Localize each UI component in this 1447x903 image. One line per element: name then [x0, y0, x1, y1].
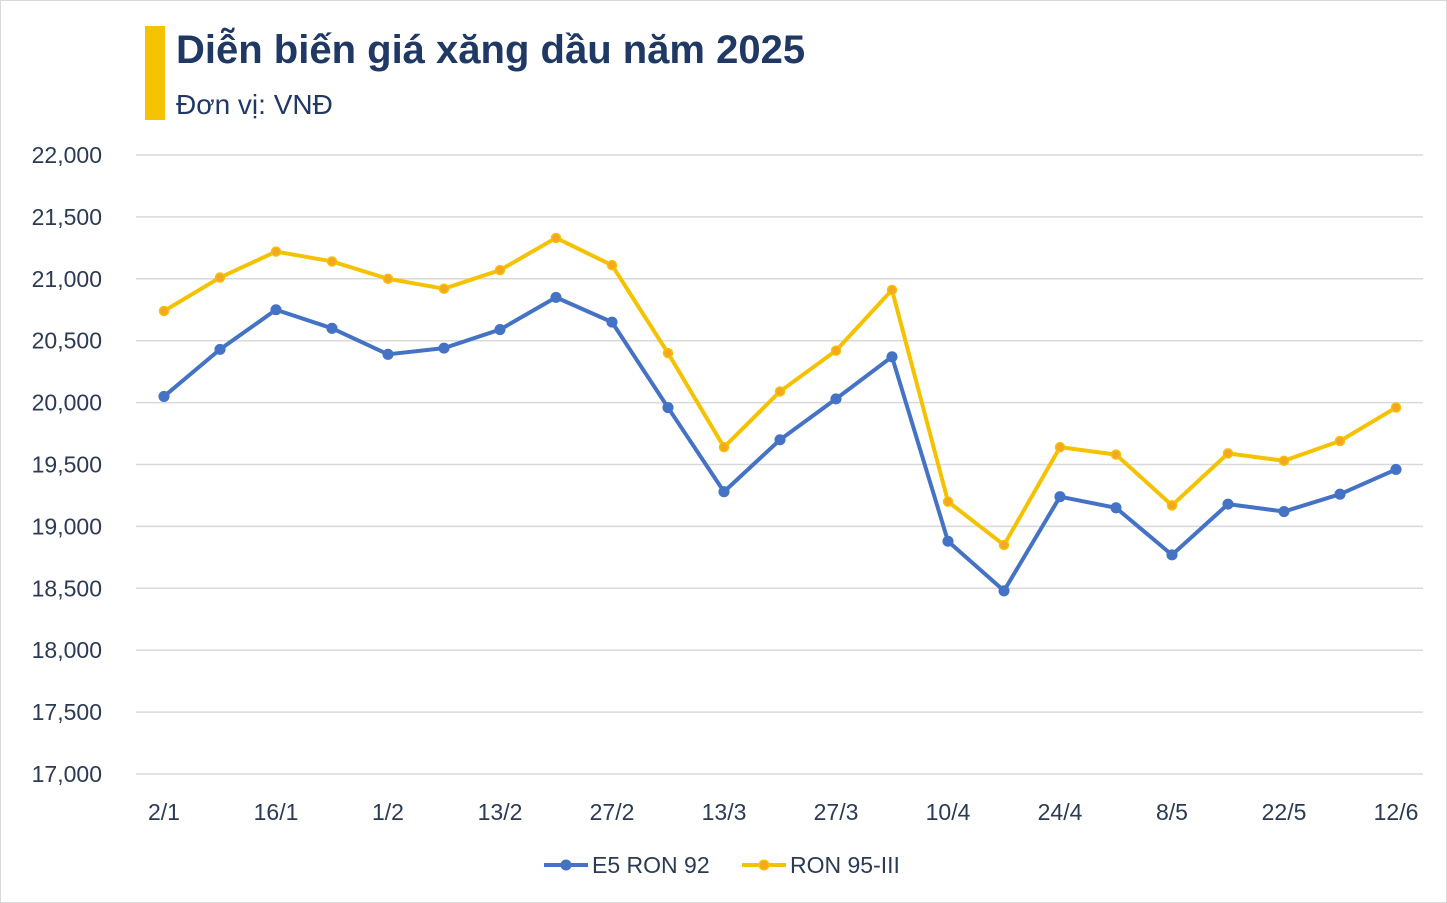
- legend-item: RON 95-III: [742, 852, 900, 878]
- data-point: [1110, 502, 1122, 514]
- data-point: [1110, 449, 1122, 460]
- gridlines: [136, 154, 1423, 775]
- x-tick-label: 12/6: [1374, 799, 1419, 825]
- data-point: [158, 390, 170, 402]
- y-tick-label: 21,000: [32, 266, 102, 292]
- data-point: [494, 324, 506, 336]
- data-point: [774, 386, 786, 397]
- data-point: [942, 496, 954, 507]
- data-point: [774, 434, 786, 446]
- data-point: [1166, 500, 1178, 511]
- data-point: [1390, 463, 1402, 476]
- data-point: [494, 264, 506, 276]
- data-point: [270, 304, 282, 316]
- data-point: [1166, 549, 1178, 561]
- data-point: [830, 345, 842, 356]
- data-point: [158, 305, 170, 317]
- data-point: [1334, 435, 1346, 447]
- x-tick-label: 13/3: [702, 799, 747, 825]
- x-tick-label: 27/3: [814, 799, 859, 825]
- data-point: [1278, 455, 1290, 467]
- y-tick-label: 18,000: [32, 637, 102, 663]
- x-tick-label: 16/1: [254, 799, 299, 825]
- x-tick-label: 8/5: [1156, 799, 1188, 825]
- y-tick-label: 17,000: [32, 761, 102, 787]
- y-tick-label: 19,000: [32, 513, 102, 539]
- data-point: [326, 256, 338, 267]
- series-ron-95-iii: [158, 232, 1402, 551]
- data-point: [886, 284, 898, 296]
- data-point: [438, 342, 450, 354]
- data-point: [998, 585, 1010, 597]
- data-point: [1054, 441, 1066, 453]
- data-point: [1334, 488, 1346, 500]
- data-point: [326, 322, 338, 334]
- data-point: [718, 486, 730, 498]
- data-point: [1054, 491, 1066, 503]
- data-point: [438, 283, 450, 294]
- x-tick-label: 22/5: [1262, 799, 1307, 825]
- y-axis-ticks: 17,000 17,500 18,000 18,500 19,000 19,500 20,0…: [32, 142, 102, 787]
- x-axis-ticks: 2/1 16/1 1/2 13/2 27/2 13/3 27/3 10/4 24/4 8/5 22/…: [148, 799, 1418, 825]
- x-tick-label: 1/2: [372, 799, 404, 825]
- data-point: [662, 347, 674, 359]
- y-tick-label: 20,000: [32, 390, 102, 416]
- data-point: [662, 402, 674, 414]
- y-tick-label: 20,500: [32, 328, 102, 354]
- title-accent-bar: [145, 26, 165, 120]
- data-point: [942, 535, 954, 547]
- data-point: [606, 316, 618, 328]
- chart-title: Diễn biến giá xăng dầu năm 2025: [176, 28, 806, 72]
- data-point: [830, 393, 842, 405]
- data-point: [382, 273, 394, 285]
- legend-item: E5 RON 92: [544, 852, 710, 878]
- data-point: [214, 343, 226, 355]
- x-tick-label: 24/4: [1038, 799, 1083, 825]
- series-e5-ron-92: [158, 291, 1402, 597]
- data-point: [998, 539, 1010, 551]
- data-point: [886, 351, 898, 363]
- series-lines: [158, 232, 1402, 597]
- legend-label: E5 RON 92: [592, 852, 710, 878]
- y-tick-label: 18,500: [32, 575, 102, 601]
- y-tick-label: 21,500: [32, 204, 102, 230]
- data-point: [1222, 498, 1234, 510]
- y-tick-label: 22,000: [32, 142, 102, 168]
- legend-swatch-marker: [758, 859, 770, 871]
- y-tick-label: 17,500: [32, 699, 102, 725]
- data-point: [1390, 402, 1402, 413]
- x-tick-label: 2/1: [148, 799, 180, 825]
- data-point: [382, 348, 394, 360]
- data-point: [1222, 448, 1234, 459]
- legend: E5 RON 92 RON 95-III: [544, 852, 900, 878]
- x-tick-label: 13/2: [478, 799, 523, 825]
- data-point: [550, 232, 562, 244]
- data-point: [1278, 505, 1290, 518]
- data-point: [214, 272, 226, 283]
- y-tick-label: 19,500: [32, 452, 102, 478]
- data-point: [550, 291, 562, 303]
- chart-subtitle: Đơn vị: VNĐ: [176, 89, 333, 120]
- legend-swatch-marker: [560, 859, 572, 871]
- data-point: [606, 259, 618, 271]
- legend-label: RON 95-III: [790, 852, 900, 878]
- data-point: [270, 246, 282, 257]
- x-tick-label: 10/4: [926, 799, 971, 825]
- x-tick-label: 27/2: [590, 799, 635, 825]
- data-point: [718, 441, 730, 453]
